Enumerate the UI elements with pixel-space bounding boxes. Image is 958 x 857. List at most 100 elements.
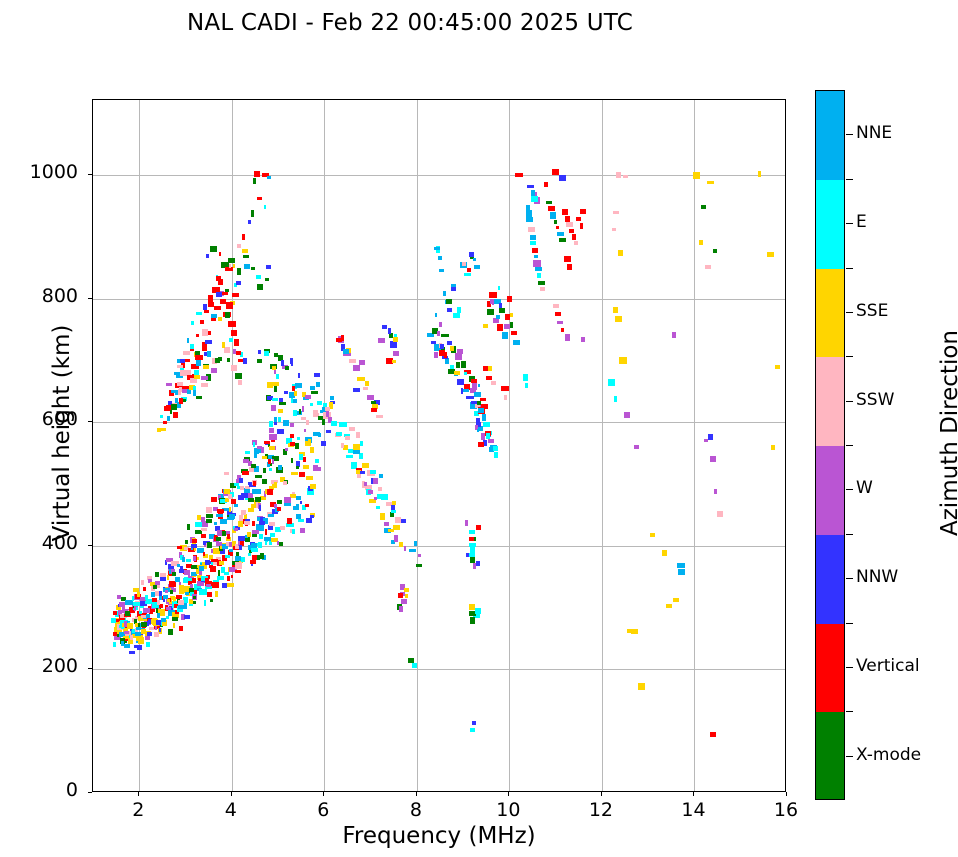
data-point [330, 421, 337, 427]
data-point [274, 353, 279, 358]
data-point [171, 560, 180, 566]
colorbar-segment-x-mode[interactable] [816, 712, 844, 799]
data-point [211, 368, 218, 374]
data-point [214, 522, 218, 526]
data-point [164, 559, 167, 565]
data-point [390, 512, 395, 518]
data-point [215, 526, 221, 532]
data-point [245, 535, 251, 543]
data-point [228, 263, 231, 268]
colorbar-segment-w[interactable] [816, 446, 844, 535]
data-point [390, 505, 395, 511]
data-point [314, 373, 321, 378]
data-point [252, 554, 258, 560]
data-point [305, 395, 312, 400]
data-point [348, 358, 356, 363]
data-point [716, 510, 723, 517]
x-tick-label: 6 [317, 799, 330, 821]
colorbar[interactable] [815, 90, 845, 800]
data-point [123, 644, 130, 649]
data-point [559, 175, 567, 182]
data-point [299, 408, 302, 414]
data-point [243, 521, 250, 526]
data-point [341, 442, 345, 448]
data-point [296, 495, 302, 500]
data-point [121, 608, 124, 613]
data-point [140, 580, 144, 586]
data-point [456, 307, 461, 313]
data-point [128, 638, 134, 645]
data-point [501, 332, 508, 340]
data-point [470, 401, 477, 405]
data-point [224, 346, 231, 353]
colorbar-segment-ssw[interactable] [816, 357, 844, 446]
data-point [258, 541, 263, 548]
colorbar-segment-nnw[interactable] [816, 534, 844, 624]
data-point [200, 520, 208, 527]
data-point [133, 588, 140, 592]
data-point [322, 419, 326, 426]
data-point [125, 599, 134, 605]
data-point [510, 321, 514, 328]
data-point [268, 513, 275, 517]
data-point [174, 603, 181, 608]
data-point [355, 470, 361, 475]
data-point [163, 595, 169, 600]
data-point [530, 241, 537, 246]
data-point [581, 336, 586, 342]
data-point [284, 447, 288, 451]
data-point [238, 379, 243, 385]
data-point [159, 577, 166, 582]
data-point [121, 623, 125, 628]
data-point [285, 522, 294, 527]
data-point [174, 601, 180, 607]
colorbar-segment-vertical[interactable] [816, 623, 844, 713]
data-point [262, 478, 268, 484]
data-point [210, 598, 214, 602]
data-point [197, 515, 202, 521]
data-point [205, 513, 212, 518]
data-point [256, 516, 263, 521]
data-point [206, 350, 211, 357]
data-point [494, 299, 502, 305]
data-point [129, 634, 132, 639]
data-point [252, 529, 260, 534]
data-point [474, 264, 480, 269]
data-point [155, 620, 161, 626]
data-point [129, 607, 136, 614]
data-point [235, 563, 243, 569]
data-point [478, 407, 485, 413]
data-point [266, 176, 271, 180]
data-point [218, 494, 222, 500]
data-point [235, 373, 243, 380]
data-point [123, 639, 127, 643]
x-tick-label: 8 [409, 799, 422, 821]
x-tick [786, 792, 787, 796]
data-point [291, 458, 294, 464]
data-point [630, 628, 638, 634]
data-point [293, 410, 298, 417]
data-point [186, 389, 191, 395]
data-point [353, 365, 361, 372]
colorbar-segment-e[interactable] [816, 179, 844, 269]
data-point [276, 499, 282, 504]
data-point [239, 351, 243, 357]
data-point [268, 525, 274, 531]
colorbar-segment-sse[interactable] [816, 268, 844, 358]
data-point [283, 496, 291, 503]
data-point [224, 488, 231, 494]
data-point [136, 610, 142, 617]
data-point [438, 268, 444, 272]
data-point [165, 404, 173, 410]
data-point [147, 631, 153, 636]
data-point [372, 404, 379, 410]
data-point [178, 605, 182, 610]
data-point [306, 475, 314, 480]
data-point [309, 484, 316, 490]
colorbar-segment-nne[interactable] [816, 91, 844, 180]
data-point [474, 425, 481, 431]
data-point [493, 451, 498, 458]
x-tick [415, 792, 417, 796]
colorbar-tick [846, 666, 853, 668]
data-point [181, 614, 186, 621]
